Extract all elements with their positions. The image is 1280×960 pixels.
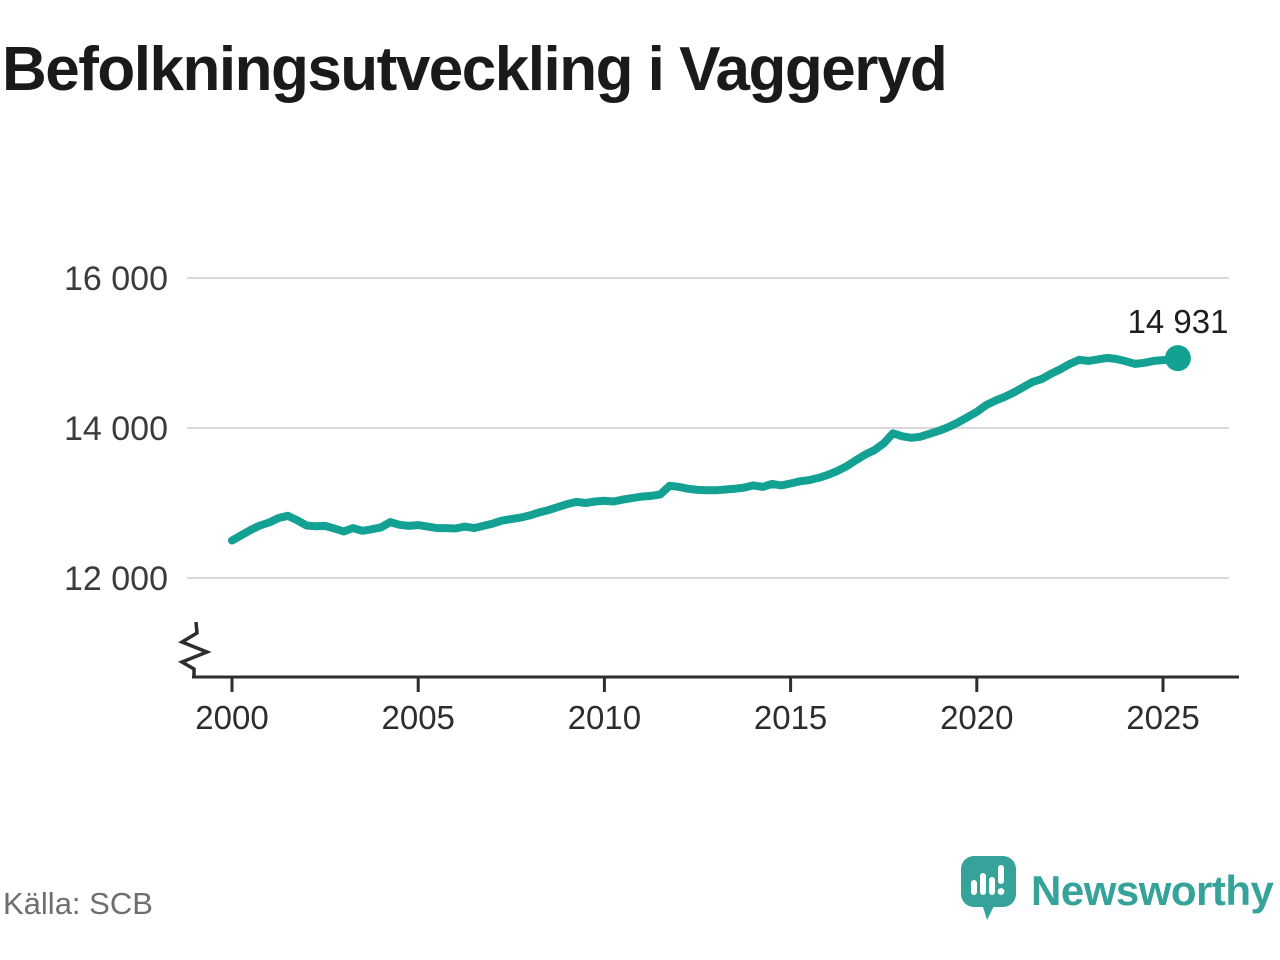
bar-1 (971, 880, 977, 895)
x-tick-label-2025: 2025 (1126, 699, 1199, 736)
x-tick-label-2005: 2005 (381, 699, 454, 736)
y-tick-label-12000: 12 000 (64, 560, 168, 598)
bar-3 (989, 877, 995, 895)
exclamation-bar (998, 865, 1004, 884)
source-label: Källa: SCB (3, 886, 153, 921)
speech-bubble-shape (961, 856, 1016, 920)
population-line (228, 353, 1182, 545)
x-tick-label-2015: 2015 (754, 699, 827, 736)
axis-break-icon (178, 621, 212, 678)
newsworthy-logo-icon (961, 856, 1016, 920)
x-tick-label-2000: 2000 (195, 699, 268, 736)
y-tick-label-14000: 14 000 (64, 410, 168, 448)
chart-title: Befolkningsutveckling i Vaggeryd (2, 35, 948, 104)
y-tick-label-16000: 16 000 (64, 260, 168, 298)
bar-2 (980, 873, 986, 895)
last-value-label: 14 931 (1127, 303, 1229, 340)
newsworthy-logo: Newsworthy (960, 855, 1274, 927)
x-tick-label-2020: 2020 (940, 699, 1013, 736)
x-tick-label-2010: 2010 (568, 699, 641, 736)
exclamation-dot (997, 888, 1005, 895)
last-point-marker (1164, 345, 1191, 372)
newsworthy-wordmark: Newsworthy (1031, 867, 1274, 914)
